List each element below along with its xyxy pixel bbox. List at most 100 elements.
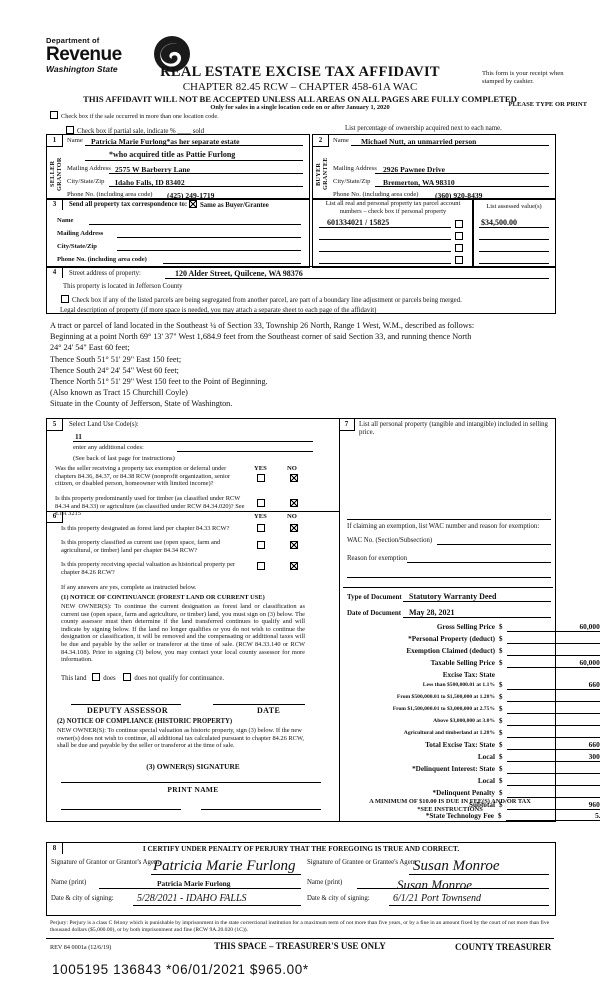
land-use-no-header: NO: [287, 465, 297, 472]
land-use-q1-yes-checkbox[interactable]: [257, 474, 265, 482]
seller-citystate-value[interactable]: Idaho Falls, ID 83402: [115, 177, 185, 187]
type-of-document-value[interactable]: Statutory Warranty Deed: [409, 592, 497, 601]
section6-q2-yes-checkbox[interactable]: [257, 541, 265, 549]
land-use-section-number: 5: [47, 419, 63, 431]
tax-label-15: Subtotal: [469, 801, 495, 809]
date-of-document-value[interactable]: May 28, 2021: [409, 608, 455, 617]
street-address-value[interactable]: 120 Alder Street, Quilcene, WA 98376: [175, 269, 303, 278]
partial-sale-checkbox[interactable]: [66, 126, 74, 134]
buyer-phone-label: Phone No. (including area code): [333, 191, 419, 198]
tax-label-1: *Personal Property (deduct): [408, 635, 495, 643]
legal-line-2: 24° 24' 54" East 60 feet;: [50, 343, 130, 353]
land-use-q1-no-checkbox[interactable]: [290, 474, 298, 482]
parcel-personal-property-checkbox-1[interactable]: [455, 232, 463, 240]
notice-compliance-title: (2) NOTICE OF COMPLIANCE (HISTORIC PROPE…: [57, 718, 233, 725]
parcel-personal-property-checkbox-0[interactable]: [455, 220, 463, 228]
grantor-signature-label: Signature of Grantor or Grantor's Agent: [51, 859, 160, 866]
continuance-prefix: This land: [61, 675, 87, 682]
notice-continuance-title: (1) NOTICE OF CONTINUANCE (FOREST LAND O…: [61, 594, 265, 601]
grantee-signature-value[interactable]: Susan Monroe: [413, 858, 500, 874]
tax-value-10[interactable]: 660.00: [588, 740, 600, 749]
seller-phone-value[interactable]: (425) 249-1719: [167, 190, 215, 200]
buyer-mailing-value[interactable]: 2926 Pawnee Drive: [383, 164, 445, 174]
section6-q3-no-checkbox[interactable]: [290, 562, 298, 570]
land-use-code-value[interactable]: 11: [75, 432, 82, 441]
segregation-checkbox-row[interactable]: Check box if any of the listed parcels a…: [61, 295, 462, 305]
grantor-vertical-label: GRANTOR: [56, 157, 63, 191]
section7-number: 7: [339, 419, 355, 431]
land-use-instructions: (See back of last page for instructions): [73, 455, 175, 462]
buyer-name-label: Name: [333, 136, 349, 144]
correspondence-mailing-label: Mailing Address: [57, 230, 104, 237]
land-use-q2-no-checkbox[interactable]: [290, 499, 298, 507]
seller-name-value-2[interactable]: *who acquired title as Pattie Furlong: [109, 150, 236, 159]
buyer-section-number: 2: [313, 135, 329, 147]
seller-mailing-value[interactable]: 2575 W Barberry Lane: [115, 164, 191, 174]
section6-q1-yes-checkbox[interactable]: [257, 524, 265, 532]
tax-label-13: Local: [477, 777, 495, 785]
assessed-value-0[interactable]: $34,500.00: [481, 218, 517, 227]
land-use-question-2: Is this property predominantly used for …: [55, 495, 245, 518]
segregation-label: Check box if any of the listed parcels a…: [72, 297, 462, 304]
percentage-ownership-note: List percentage of ownership acquired ne…: [345, 125, 502, 132]
notice-continuance-body: NEW OWNER(S): To continue the current de…: [61, 603, 305, 664]
seller-citystate-label: City/State/Zip: [67, 178, 105, 185]
same-as-buyer-checkbox[interactable]: [189, 200, 197, 208]
multi-location-checkbox[interactable]: [50, 111, 58, 119]
revenue-swirl-icon: [154, 36, 190, 72]
tax-value-5[interactable]: 660.00: [588, 680, 600, 689]
buyer-phone-value[interactable]: (360) 920-8439: [435, 190, 483, 200]
tax-value-11[interactable]: 300.00: [588, 752, 600, 761]
tax-label-7: From $1,500,000.01 to $3,000,000 at 2.75…: [392, 706, 495, 712]
certification-box: 8 I CERTIFY UNDER PENALTY OF PERJURY THA…: [46, 842, 556, 916]
receipt-note: This form is your receipt when stamped b…: [482, 70, 564, 85]
legal-line-3: Thence South 51° 51' 29" East 150 feet;: [50, 354, 182, 364]
parcel-personal-property-checkbox-3[interactable]: [455, 256, 463, 264]
tax-label-9: Agricultural and timberland at 1.28%: [403, 730, 495, 736]
multi-location-checkbox-row[interactable]: Check box if the sale occurred in more t…: [50, 111, 219, 121]
same-as-buyer-row[interactable]: Same as Buyer/Grantee: [189, 200, 269, 209]
grantee-date-label: Date & city of signing:: [307, 895, 370, 902]
parcel-value-0[interactable]: 601334021 / 15825: [327, 218, 390, 227]
continuance-does-checkbox[interactable]: [92, 673, 101, 681]
treasurer-space-label: THIS SPACE – TREASURER'S USE ONLY: [214, 941, 386, 951]
grantee-date-value[interactable]: 6/1/21 Port Townsend: [393, 893, 481, 904]
land-use-q2-yes-checkbox[interactable]: [257, 499, 265, 507]
grantee-name-value[interactable]: Susan Monroe: [397, 877, 472, 892]
street-address-label: Street address of property:: [69, 269, 141, 277]
seller-name-value[interactable]: Patricia Marie Furlong*as her separate e…: [91, 136, 240, 146]
partial-sale-checkbox-row[interactable]: Check box if partial sale, indicate % __…: [66, 126, 204, 135]
tax-label-11: Local: [477, 753, 495, 761]
continuance-does-not-checkbox[interactable]: [123, 673, 132, 681]
tax-value-16[interactable]: 5.00: [595, 811, 600, 820]
tax-value-3[interactable]: 60,000.00: [579, 658, 600, 667]
county-line: This property is located in Jefferson Co…: [63, 283, 183, 290]
tax-value-0[interactable]: 60,000.00: [579, 622, 600, 631]
sections-5-6-7-frame: 5 Select Land Use Code(s): 11 enter any …: [46, 418, 600, 822]
land-use-heading: Select Land Use Code(s):: [69, 421, 139, 428]
assessed-heading: List assessed value(s): [486, 203, 542, 210]
buyer-citystate-value[interactable]: Bremerton, WA 98310: [383, 177, 455, 187]
section6-yes-header: YES: [254, 513, 267, 520]
buyer-mailing-label: Mailing Address: [333, 165, 377, 172]
legal-description-note: Legal description of property (if more s…: [60, 307, 377, 314]
grantor-name-value[interactable]: Patricia Marie Furlong: [157, 879, 231, 888]
correspondence-heading: Send all property tax correspondence to:: [69, 201, 188, 208]
same-as-buyer-label: Same as Buyer/Grantee: [200, 202, 269, 209]
parcel-personal-property-checkbox-2[interactable]: [455, 244, 463, 252]
section6-q1-no-checkbox[interactable]: [290, 524, 298, 532]
segregation-checkbox[interactable]: [61, 295, 69, 303]
date-of-document-label: Date of Document: [347, 609, 402, 617]
section6-q2-no-checkbox[interactable]: [290, 541, 298, 549]
section7-heading: List all personal property (tangible and…: [359, 421, 548, 437]
tax-label-2: Exemption Claimed (deduct): [406, 647, 495, 655]
deputy-assessor-label: DEPUTY ASSESSOR: [87, 706, 169, 715]
tax-value-15[interactable]: 960.00: [588, 800, 600, 809]
continuance-qualify-row[interactable]: This land does does not qualify for cont…: [61, 673, 224, 683]
grantee-signature-label: Signature of Grantee or Grantee's Agent: [307, 859, 416, 866]
section8-number: 8: [47, 843, 63, 854]
buyer-name-value[interactable]: Michael Nutt, an unmarried person: [361, 136, 477, 146]
section6-q3-yes-checkbox[interactable]: [257, 562, 265, 570]
grantor-signature-value[interactable]: Patricia Marie Furlong: [153, 858, 296, 874]
grantor-date-value[interactable]: 5/28/2021 - IDAHO FALLS: [137, 893, 247, 904]
